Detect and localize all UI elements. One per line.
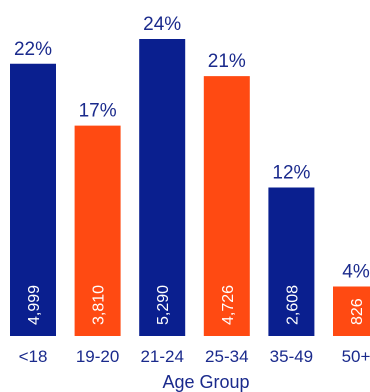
- x-tick-label-2: 21-24: [140, 347, 183, 366]
- bar-4: [268, 187, 315, 336]
- bar-value-label-4: 12%: [272, 163, 310, 184]
- bar-value-label-5: 4%: [342, 262, 370, 283]
- x-tick-label-3: 25-34: [205, 347, 248, 366]
- bars-group: [10, 39, 370, 336]
- bar-count-label-5: 826: [349, 298, 366, 325]
- bar-value-label-0: 22%: [14, 39, 52, 60]
- bar-value-label-1: 17%: [79, 101, 117, 122]
- bar-2: [139, 39, 186, 336]
- x-tick-label-1: 19-20: [76, 347, 119, 366]
- x-tick-label-0: <18: [19, 347, 48, 366]
- labels-group: 22% 4,999 <18 17% 3,810 19-20 24% 5,290 21-24 21%…: [14, 14, 370, 366]
- bar-count-label-4: 2,608: [284, 285, 301, 325]
- bar-1: [74, 125, 121, 336]
- bar-5: [333, 286, 370, 336]
- x-axis-label: Age Group: [162, 372, 249, 392]
- bar-count-label-3: 4,726: [220, 285, 237, 325]
- bar-value-label-3: 21%: [208, 51, 246, 72]
- bar-count-label-0: 4,999: [26, 285, 43, 325]
- x-tick-label-5: 50+: [342, 347, 370, 366]
- x-tick-label-4: 35-49: [270, 347, 313, 366]
- bar-count-label-2: 5,290: [155, 285, 172, 325]
- bar-0: [10, 63, 56, 336]
- bar-value-label-2: 24%: [143, 14, 181, 35]
- bar-3: [203, 76, 250, 336]
- bar-count-label-1: 3,810: [91, 285, 108, 325]
